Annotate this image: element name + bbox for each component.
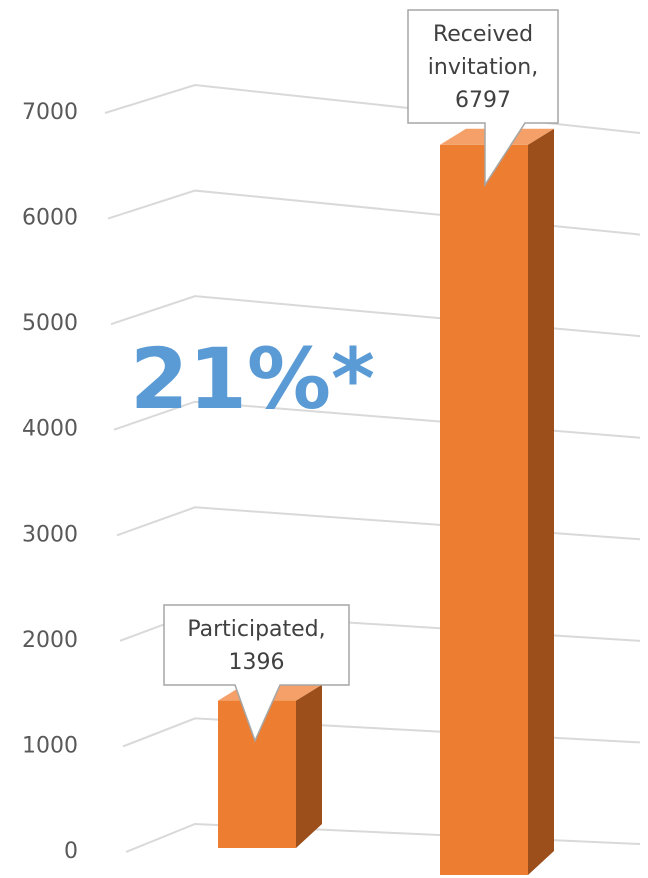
y-tick-label: 7000 — [22, 100, 78, 125]
y-tick-label: 3000 — [22, 522, 78, 547]
y-tick-label: 5000 — [22, 311, 78, 336]
data-label: Participated, — [187, 617, 325, 642]
y-tick-label: 6000 — [22, 206, 78, 231]
grid — [104, 83, 641, 853]
y-tick-label: 0 — [64, 839, 78, 864]
y-tick-label: 2000 — [22, 628, 78, 653]
grid-line — [122, 717, 641, 748]
grid-line — [125, 822, 641, 853]
bar — [440, 144, 528, 876]
y-tick-label: 4000 — [22, 417, 78, 442]
grid-line — [107, 189, 641, 236]
data-label: 6797 — [455, 88, 511, 113]
bar-side — [528, 128, 554, 876]
grid-line — [116, 506, 641, 541]
data-label: invitation, — [428, 55, 538, 80]
callout — [407, 9, 559, 188]
annotation: 21%* — [130, 330, 375, 428]
grid-line — [104, 83, 641, 134]
bar-side — [296, 684, 322, 848]
data-label: 1396 — [229, 650, 285, 675]
data-label: Received — [433, 22, 533, 47]
callout — [163, 604, 350, 743]
y-tick-label: 1000 — [22, 733, 78, 758]
